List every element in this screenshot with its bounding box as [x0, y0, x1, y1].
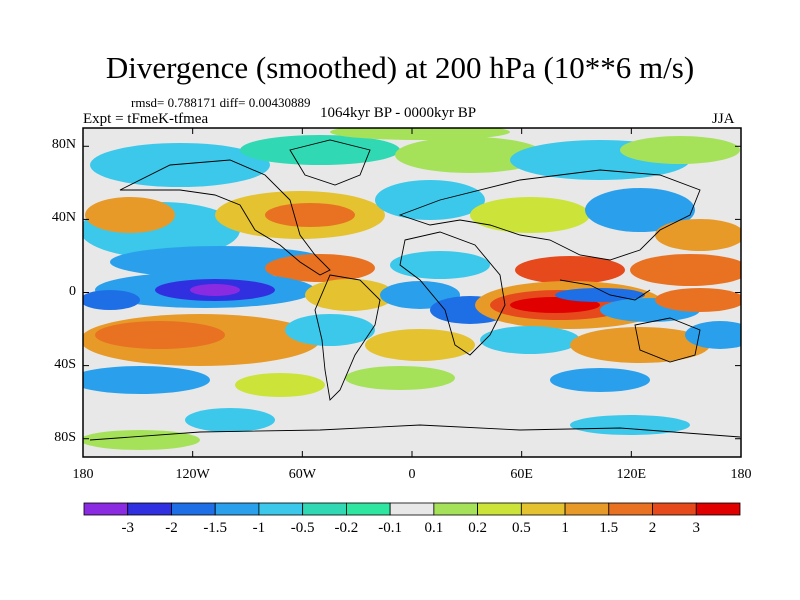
field-blob: [570, 415, 690, 435]
lon-tick-label: 0: [408, 467, 416, 482]
colorbar-swatch: [389, 502, 435, 516]
colorbar-label: -0.1: [378, 520, 402, 536]
lat-tick-label: 80N: [51, 137, 76, 153]
divergence-field: [83, 128, 741, 457]
colorbar-swatch: [302, 502, 347, 516]
lon-tick-label: 120W: [175, 467, 210, 482]
colorbar: [83, 502, 741, 516]
colorbar-label: 0.5: [511, 520, 531, 536]
colorbar-label: 1: [561, 520, 569, 536]
field-blob: [265, 254, 375, 282]
field-blob: [550, 368, 650, 392]
field-blob: [305, 279, 395, 311]
colorbar-swatch: [520, 502, 566, 516]
colorbar-label: -2: [165, 520, 178, 536]
antarctica-coast: [89, 424, 741, 441]
africa-coast: [399, 231, 506, 356]
colorbar-swatch: [171, 502, 216, 516]
colorbar-swatch: [608, 502, 653, 516]
field-blob: [365, 329, 475, 361]
field-blob: [190, 284, 240, 296]
colorbar-swatch: [127, 502, 172, 516]
field-blob: [240, 135, 400, 165]
field-blob: [630, 254, 741, 286]
colorbar-label: -0.5: [290, 520, 315, 536]
lat-tick-label: 40N: [51, 210, 76, 226]
season-label: JJA: [712, 111, 735, 127]
stats-line: rmsd= 0.788171 diff= 0.00430889: [131, 95, 311, 110]
colorbar-label: 3: [692, 520, 701, 536]
australia-coast: [634, 317, 701, 363]
field-blob: [185, 408, 275, 432]
lat-tick-label: 40S: [54, 356, 76, 372]
colorbar-swatch: [477, 502, 522, 516]
colorbar-swatch: [258, 502, 304, 516]
lat-tick-label: 80S: [54, 429, 76, 445]
field-blob: [655, 288, 741, 312]
field-blob: [83, 290, 140, 310]
period-label: 1064kyr BP - 0000kyr BP: [320, 105, 477, 121]
colorbar-label: -1: [252, 520, 266, 536]
field-blob: [90, 143, 270, 187]
lon-tick-label: 120E: [616, 467, 647, 482]
axis-ticks: [82, 128, 742, 457]
field-blob: [345, 366, 455, 390]
field-blob: [265, 203, 355, 227]
lon-tick-label: 180: [730, 467, 752, 482]
field-blob: [375, 180, 485, 220]
lon-tick-label: 60E: [510, 467, 533, 482]
experiment-label: Expt = tFmeK-tfmea: [83, 111, 209, 127]
field-blob: [570, 327, 710, 363]
colorbar-label: 0.1: [424, 520, 444, 536]
lon-tick-label: 60W: [288, 467, 316, 482]
field-blob: [585, 188, 695, 232]
colorbar-label: 1.5: [599, 520, 619, 536]
greenland-coast: [289, 139, 371, 186]
maritime-continent-coast: [559, 279, 651, 301]
colorbar-label: 0.2: [468, 520, 487, 536]
field-blob: [555, 288, 645, 302]
colorbar-label: 2: [648, 520, 657, 536]
field-blob: [480, 326, 580, 354]
south-america-coast: [314, 274, 381, 401]
field-blob: [330, 128, 510, 140]
colorbar-swatch: [433, 502, 479, 516]
field-blob: [235, 373, 325, 397]
lon-tick-label: 180: [72, 467, 94, 482]
field-blob: [83, 366, 210, 394]
field-blob: [285, 314, 375, 346]
colorbar-swatch: [695, 502, 741, 516]
field-blob: [83, 430, 200, 450]
colorbar-swatch: [345, 502, 391, 516]
colorbar-label: -3: [121, 520, 134, 536]
page-title: Divergence (smoothed) at 200 hPa (10**6 …: [105, 50, 695, 85]
north-america-coast: [119, 159, 331, 276]
field-blob: [655, 219, 741, 251]
field-blob: [395, 137, 545, 173]
field-blob: [685, 321, 741, 349]
coastlines: [89, 139, 741, 441]
lat-tick-label: 0: [69, 283, 76, 299]
colorbar-swatch: [83, 502, 129, 516]
colorbar-swatch: [652, 502, 697, 516]
field-blob: [515, 256, 625, 284]
field-blob: [620, 136, 740, 164]
field-blob: [470, 197, 590, 233]
field-blob: [390, 251, 490, 279]
colorbar-swatch: [214, 502, 260, 516]
field-blob: [85, 197, 175, 233]
field-blob: [95, 321, 225, 349]
colorbar-label: -1.5: [203, 520, 228, 536]
colorbar-label: -0.2: [334, 520, 359, 536]
colorbar-swatch: [564, 502, 610, 516]
eurasia-coast: [398, 169, 701, 261]
